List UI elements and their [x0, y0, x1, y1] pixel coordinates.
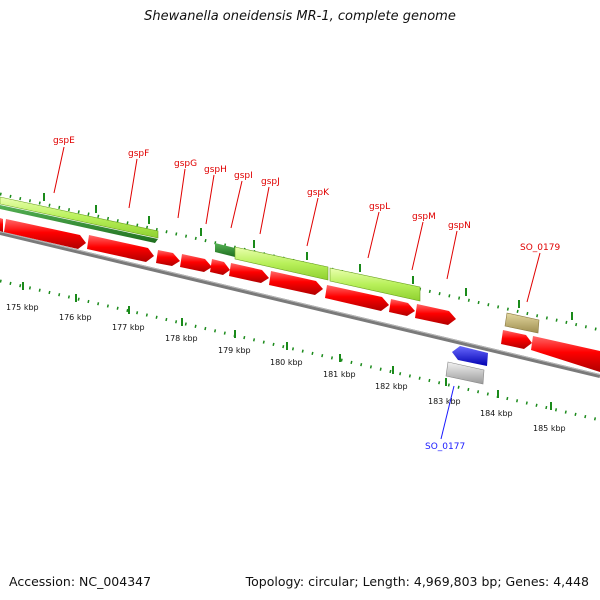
- gene-bar-grey[interactable]: [445, 361, 485, 385]
- kbp-label: 176 kbp: [59, 313, 92, 322]
- gene-labels: gspE gspF gspG gspH gspI gspJ gspK gspL …: [53, 136, 560, 452]
- gene-bar-green[interactable]: [0, 196, 159, 239]
- lower-tick-track: [0, 279, 600, 422]
- kbp-label: 175 kbp: [6, 303, 39, 312]
- gene-arrows-red: [0, 218, 600, 372]
- gene-arrow[interactable]: [501, 330, 532, 349]
- kbp-label: 177 kbp: [112, 323, 145, 332]
- kbp-label: 183 kbp: [428, 397, 461, 406]
- gene-bar-darkgreen[interactable]: [215, 243, 235, 257]
- kbp-labels: 175 kbp 176 kbp 177 kbp 178 kbp 179 kbp …: [6, 303, 566, 433]
- gene-label[interactable]: gspM: [412, 212, 436, 222]
- gene-label[interactable]: gspN: [448, 221, 471, 231]
- map-title: Shewanella oneidensis MR-1, complete gen…: [144, 9, 456, 24]
- gene-arrow[interactable]: [269, 271, 323, 295]
- genome-backbone-highlight: [0, 231, 600, 376]
- kbp-label: 179 kbp: [218, 346, 251, 355]
- gene-label[interactable]: gspI: [234, 171, 253, 181]
- gene-label[interactable]: gspK: [307, 188, 330, 198]
- gene-arrow[interactable]: [87, 235, 154, 262]
- upper-tick-track: [0, 192, 600, 332]
- gene-arrow[interactable]: [531, 336, 600, 372]
- gene-bar-green[interactable]: [329, 267, 421, 302]
- gene-arrow[interactable]: [229, 263, 269, 283]
- gene-arrow[interactable]: [0, 218, 3, 232]
- gene-label[interactable]: gspJ: [261, 177, 280, 187]
- gene-bar-darkgreen[interactable]: [0, 205, 158, 243]
- gene-bars-upper: [0, 196, 540, 334]
- accession-text: Accession: NC_004347: [9, 574, 152, 589]
- gene-arrow[interactable]: [180, 254, 212, 272]
- gene-arrow[interactable]: [325, 285, 389, 311]
- gene-arrow[interactable]: [389, 299, 415, 316]
- kbp-label: 180 kbp: [270, 358, 303, 367]
- genome-backbone: [0, 231, 600, 378]
- kbp-label: 185 kbp: [533, 424, 566, 433]
- kbp-label: 182 kbp: [375, 382, 408, 391]
- kbp-label: 178 kbp: [165, 334, 198, 343]
- gene-bar-tan[interactable]: [504, 312, 540, 334]
- gene-label[interactable]: SO_0179: [520, 243, 560, 253]
- gene-bar-green[interactable]: [234, 246, 329, 281]
- gene-label[interactable]: gspF: [128, 149, 149, 159]
- gene-arrow[interactable]: [4, 219, 86, 249]
- label-leaders: [53, 146, 541, 440]
- gene-label[interactable]: gspH: [204, 165, 227, 175]
- gene-label[interactable]: gspE: [53, 136, 75, 146]
- genome-summary-text: Topology: circular; Length: 4,969,803 bp…: [245, 574, 589, 589]
- gene-label[interactable]: gspG: [174, 159, 197, 169]
- gene-arrow[interactable]: [415, 304, 456, 325]
- gene-arrow[interactable]: [210, 259, 230, 275]
- gene-arrow[interactable]: [156, 250, 180, 266]
- gene-arrow-blue[interactable]: [452, 346, 488, 366]
- gene-label[interactable]: SO_0177: [425, 442, 465, 452]
- kbp-label: 181 kbp: [323, 370, 356, 379]
- kbp-label: 184 kbp: [480, 409, 513, 418]
- gene-features-lower: [445, 346, 488, 385]
- gene-label[interactable]: gspL: [369, 202, 390, 212]
